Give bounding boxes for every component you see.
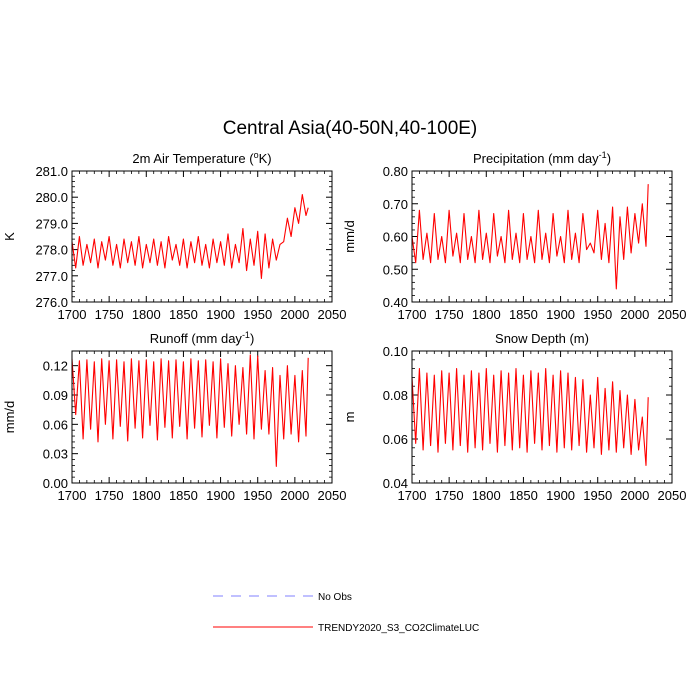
x-tick-label: 1800 [132, 488, 161, 503]
y-tick-label: 0.04 [383, 476, 408, 491]
x-tick-label: 1700 [398, 307, 427, 322]
y-tick-label: 0.00 [43, 476, 68, 491]
x-tick-label: 1950 [583, 488, 612, 503]
y-tick-label: 0.06 [383, 432, 408, 447]
y-tick-label: 279.0 [35, 216, 68, 231]
y-axis-label-runoff: mm/d [2, 401, 17, 434]
panel-title-runoff: Runoff (mm day-1) [150, 330, 255, 346]
x-tick-label: 1850 [169, 307, 198, 322]
panels-group: 2m Air Temperature (oK) K 1700 1750 1800 1850… [2, 150, 686, 503]
x-tick-label: 1750 [95, 307, 124, 322]
y-tick-label: 0.06 [43, 417, 68, 432]
x-tick-label: 1700 [58, 488, 87, 503]
x-tick-label: 2000 [280, 488, 309, 503]
x-tick-label: 2000 [620, 488, 649, 503]
y-tick-label: 0.40 [383, 295, 408, 310]
x-tick-label: 2000 [620, 307, 649, 322]
panel-title-sup: -1 [599, 150, 607, 160]
series-line-precipitation [411, 184, 649, 290]
x-tick-label: 1900 [206, 488, 235, 503]
panel-title-main: Runoff (mm day [150, 331, 243, 346]
x-tick-label: 1700 [58, 307, 87, 322]
plot-frame-snow-depth [411, 350, 673, 484]
x-tick-label: 1900 [546, 307, 575, 322]
figure-title: Central Asia(40-50N,40-100E) [223, 118, 478, 139]
y-tick-label: 277.0 [35, 269, 68, 284]
y-tick-label: 276.0 [35, 295, 68, 310]
y-axis-label-temperature: K [2, 232, 17, 241]
y-tick-label: 0.10 [383, 344, 408, 359]
panel-title-main: 2m Air Temperature ( [132, 151, 254, 166]
x-tick-label: 2000 [280, 307, 309, 322]
y-tick-label: 0.09 [43, 388, 68, 403]
x-tick-label: 1950 [583, 307, 612, 322]
panel-title-sup: -1 [242, 330, 250, 340]
panel-title-suffix: K) [259, 151, 272, 166]
panel-title-sup: o [254, 150, 259, 160]
plot-frame-precipitation [411, 170, 673, 303]
x-tick-label: 2050 [658, 488, 687, 503]
y-tick-label: 281.0 [35, 164, 68, 179]
x-tick-label: 2050 [658, 307, 687, 322]
y-tick-label: 0.08 [383, 388, 408, 403]
x-tick-label: 1800 [472, 307, 501, 322]
y-tick-label: 0.50 [383, 262, 408, 277]
series-line-snow-depth [411, 368, 649, 466]
x-tick-label: 1750 [435, 307, 464, 322]
x-tick-label: 1900 [546, 488, 575, 503]
x-tick-label: 1900 [206, 307, 235, 322]
series-line-runoff [71, 354, 309, 467]
x-tick-label: 1800 [132, 307, 161, 322]
y-tick-label: 280.0 [35, 190, 68, 205]
panel-title-suffix: ) [607, 151, 611, 166]
y-tick-label: 0.80 [383, 164, 408, 179]
panel-temperature: 2m Air Temperature (oK) K 1700 1750 1800 1850… [2, 150, 346, 322]
x-tick-label: 1750 [95, 488, 124, 503]
x-tick-label: 1800 [472, 488, 501, 503]
panel-title-main: Precipitation (mm day [473, 151, 599, 166]
panel-title-precipitation: Precipitation (mm day-1) [473, 150, 611, 166]
panel-title-temperature: 2m Air Temperature (oK) [132, 150, 271, 166]
x-tick-label: 2050 [318, 307, 347, 322]
x-tick-label: 2050 [318, 488, 347, 503]
legend-obs-label: No Obs [318, 592, 352, 603]
panel-title-snow-depth: Snow Depth (m) [495, 331, 589, 346]
plot-frame-temperature [71, 170, 333, 303]
x-tick-label: 1700 [398, 488, 427, 503]
panel-runoff: Runoff (mm day-1) mm/d 1700 1750 1800 1850 190… [2, 330, 346, 503]
x-tick-label: 1850 [169, 488, 198, 503]
x-tick-label: 1750 [435, 488, 464, 503]
panel-title-main: Snow Depth (m) [495, 331, 589, 346]
legend: No Obs TRENDY2020_S3_CO2ClimateLUC [213, 592, 479, 634]
panel-title-suffix: ) [250, 331, 254, 346]
plot-frame-runoff [71, 350, 333, 484]
y-axis-label-snow-depth: m [342, 412, 357, 423]
panel-precipitation: Precipitation (mm day-1) mm/d 1700 1750 1800… [342, 150, 686, 322]
series-line-temperature [71, 194, 309, 279]
y-tick-label: 0.03 [43, 447, 68, 462]
y-axis-label-precipitation: mm/d [342, 220, 357, 253]
x-tick-label: 1850 [509, 307, 538, 322]
legend-model-label: TRENDY2020_S3_CO2ClimateLUC [318, 623, 479, 634]
x-tick-label: 1950 [243, 307, 272, 322]
panel-snow-depth: Snow Depth (m) m 1700 1750 1800 1850 1900 1950 2… [342, 331, 686, 503]
y-tick-label: 278.0 [35, 243, 68, 258]
x-tick-label: 1850 [509, 488, 538, 503]
x-tick-label: 1950 [243, 488, 272, 503]
y-tick-label: 0.12 [43, 359, 68, 374]
y-tick-label: 0.60 [383, 230, 408, 245]
y-tick-label: 0.70 [383, 197, 408, 212]
